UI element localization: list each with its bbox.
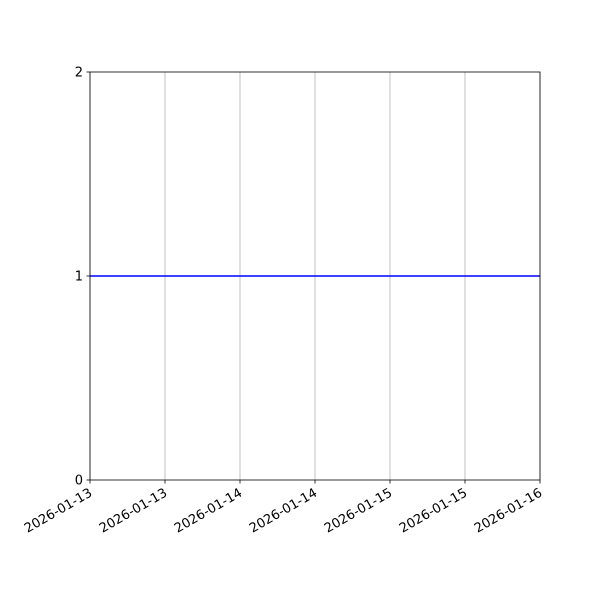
x-tick-label: 2026-01-13 <box>22 486 95 537</box>
x-tick-label: 2026-01-14 <box>172 486 245 537</box>
y-tick-label: 1 <box>75 270 83 285</box>
x-tick-label: 2026-01-15 <box>322 486 395 537</box>
x-tick-label: 2026-01-16 <box>472 486 545 537</box>
x-tick-label: 2026-01-14 <box>247 486 320 537</box>
y-tick-label: 0 <box>75 474 83 489</box>
x-tick-label: 2026-01-15 <box>397 486 470 537</box>
x-tick-label: 2026-01-13 <box>97 486 170 537</box>
y-tick-label: 2 <box>75 66 83 81</box>
